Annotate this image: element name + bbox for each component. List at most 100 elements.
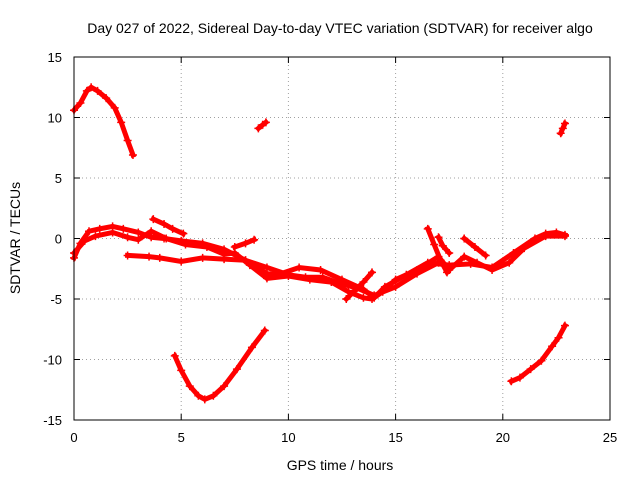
series-spike-c <box>342 268 377 303</box>
data-point <box>230 242 239 251</box>
data-point <box>95 224 104 233</box>
data-point <box>93 86 102 95</box>
data-point <box>413 269 422 278</box>
data-point <box>556 129 565 138</box>
data-point <box>445 249 454 258</box>
series-rise-right <box>507 321 569 386</box>
data-point <box>558 124 567 133</box>
x-tick-label: 20 <box>496 430 510 445</box>
data-point <box>254 124 263 133</box>
data-point <box>220 255 229 264</box>
data-point <box>436 256 445 265</box>
data-point <box>232 365 241 374</box>
x-tick-label: 25 <box>603 430 617 445</box>
data-point <box>247 343 256 352</box>
series-arc-top-left <box>70 83 137 160</box>
data-point <box>168 224 177 233</box>
data-point <box>434 233 443 242</box>
series-spike-f <box>460 234 490 260</box>
data-point <box>181 240 190 249</box>
data-point <box>149 215 158 224</box>
y-tick-label: 0 <box>55 232 62 247</box>
series-line <box>171 326 269 403</box>
data-point <box>194 391 203 400</box>
data-point <box>391 282 400 291</box>
data-point <box>284 270 293 279</box>
data-point <box>80 236 89 245</box>
series-line <box>424 225 451 276</box>
data-point <box>198 253 207 262</box>
data-point <box>119 224 128 233</box>
data-point <box>128 151 137 160</box>
y-tick-label: 10 <box>48 111 62 126</box>
y-axis-label: SDTVAR / TECUs <box>7 182 23 294</box>
series-line <box>342 268 376 303</box>
data-point <box>505 258 514 267</box>
data-point <box>155 253 164 262</box>
data-point <box>87 83 96 92</box>
data-point <box>520 244 529 253</box>
data-point <box>177 366 186 375</box>
data-point <box>220 382 229 391</box>
data-point <box>342 295 351 303</box>
data-point <box>488 265 497 274</box>
data-point <box>560 232 569 241</box>
data-point <box>185 382 194 391</box>
data-point <box>241 256 250 265</box>
data-point <box>391 275 400 284</box>
series-short-top-right <box>556 119 569 138</box>
data-point <box>295 263 304 272</box>
data-point <box>177 257 186 266</box>
data-point <box>102 94 111 103</box>
data-point <box>470 242 479 251</box>
grid-layer <box>74 57 610 420</box>
data-point <box>335 279 344 288</box>
data-point <box>507 377 516 386</box>
data-point <box>438 241 447 250</box>
data-point <box>202 242 211 251</box>
series-spike-d <box>423 224 452 277</box>
data-point <box>515 373 524 382</box>
series-line <box>149 215 187 238</box>
data-point <box>123 251 132 260</box>
data-point <box>316 265 325 274</box>
data-point <box>170 351 179 360</box>
data-point <box>91 232 100 241</box>
data-point <box>526 365 535 374</box>
y-tick-label: -10 <box>43 353 62 368</box>
data-point <box>430 240 439 249</box>
data-point <box>262 263 271 272</box>
x-tick-label: 5 <box>178 430 185 445</box>
series-line <box>70 228 568 302</box>
data-point <box>481 251 490 260</box>
data-point <box>541 232 550 241</box>
data-point <box>110 103 119 112</box>
data-point <box>85 227 94 236</box>
data-point <box>108 228 117 237</box>
data-point <box>318 273 327 282</box>
data-point <box>162 234 171 243</box>
data-point <box>147 227 156 236</box>
series-short-top-mid <box>254 118 270 133</box>
data-point <box>134 235 143 244</box>
data-point <box>160 219 169 228</box>
x-axis-label: GPS time / hours <box>287 457 394 473</box>
data-point <box>123 233 132 242</box>
series-line <box>124 252 442 299</box>
series-band-third <box>123 251 443 300</box>
data-point <box>560 321 569 330</box>
data-point <box>359 293 368 302</box>
data-point <box>260 326 269 335</box>
series-dip-mid <box>170 326 269 404</box>
data-point <box>359 278 368 287</box>
series-spike-e <box>434 233 454 258</box>
data-point <box>262 274 271 283</box>
data-point <box>134 228 143 237</box>
data-point <box>423 224 432 233</box>
data-point <box>200 395 209 404</box>
data-point <box>117 118 126 127</box>
series-line <box>70 84 137 159</box>
data-point <box>548 342 557 351</box>
data-point <box>301 273 310 282</box>
